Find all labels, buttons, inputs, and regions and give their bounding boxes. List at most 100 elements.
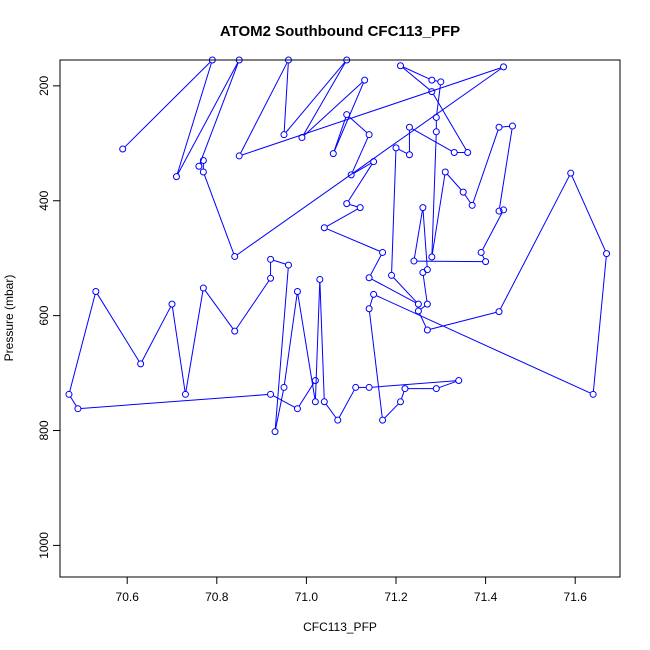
data-point bbox=[428, 253, 436, 261]
series-segment bbox=[171, 307, 186, 392]
series-points bbox=[65, 56, 611, 436]
data-point bbox=[356, 204, 364, 212]
series-segment bbox=[436, 84, 441, 115]
series-segment bbox=[283, 294, 298, 385]
data-point bbox=[361, 76, 369, 84]
data-point bbox=[199, 168, 207, 176]
series-segment bbox=[283, 62, 289, 132]
series-segment bbox=[571, 175, 606, 252]
data-point bbox=[137, 360, 145, 368]
data-point bbox=[414, 300, 422, 308]
data-point bbox=[419, 269, 427, 277]
series-segment bbox=[391, 150, 397, 273]
series-segment bbox=[481, 254, 485, 260]
data-point bbox=[428, 76, 436, 84]
series-segment bbox=[141, 306, 172, 362]
data-point bbox=[181, 390, 189, 398]
data-point bbox=[316, 275, 324, 283]
data-point bbox=[343, 200, 351, 208]
data-point bbox=[396, 398, 404, 406]
data-point bbox=[267, 274, 275, 282]
data-point bbox=[284, 261, 292, 269]
data-point bbox=[414, 307, 422, 315]
data-point bbox=[603, 250, 611, 258]
data-point bbox=[432, 128, 440, 136]
series-segment bbox=[70, 396, 77, 407]
series-segment bbox=[370, 254, 382, 276]
series-segment bbox=[422, 275, 428, 302]
data-point bbox=[455, 377, 463, 385]
series-segment bbox=[347, 163, 373, 202]
series-segment bbox=[240, 62, 288, 154]
data-point bbox=[199, 157, 207, 165]
series-segment bbox=[372, 380, 456, 388]
series-segment bbox=[203, 174, 235, 254]
series-segment bbox=[431, 174, 446, 255]
data-point bbox=[423, 326, 431, 334]
data-point bbox=[92, 288, 100, 296]
data-point bbox=[495, 308, 503, 316]
series-segment bbox=[400, 391, 405, 400]
series-segment bbox=[353, 162, 372, 174]
data-point bbox=[365, 131, 373, 139]
series-segment bbox=[464, 194, 471, 204]
y-tick-label: 1000 bbox=[37, 532, 51, 559]
series-segment bbox=[420, 305, 426, 310]
series-segment bbox=[446, 173, 462, 191]
series-segment bbox=[431, 134, 437, 255]
x-tick-label: 71.2 bbox=[384, 590, 408, 604]
x-axis: 70.6 70.8 71.0 71.2 71.4 71.6 bbox=[116, 577, 587, 604]
series-segment bbox=[349, 203, 358, 208]
data-point bbox=[320, 398, 328, 406]
y-tick-label: 200 bbox=[37, 76, 51, 96]
data-point bbox=[267, 255, 275, 263]
data-point bbox=[464, 148, 472, 156]
data-point bbox=[280, 383, 288, 391]
series-segment bbox=[236, 68, 502, 256]
data-point bbox=[271, 428, 279, 436]
data-point bbox=[168, 300, 176, 308]
y-axis: 200 400 600 800 1000 bbox=[37, 76, 60, 559]
y-tick-label: 800 bbox=[37, 420, 51, 440]
series-segment bbox=[185, 290, 204, 392]
data-point bbox=[293, 405, 301, 413]
data-point bbox=[334, 416, 342, 424]
data-point bbox=[405, 151, 413, 159]
series-segment bbox=[124, 61, 211, 148]
series-segment bbox=[204, 290, 234, 330]
series-segment bbox=[241, 67, 501, 156]
data-point bbox=[423, 300, 431, 308]
data-point bbox=[343, 111, 351, 119]
data-point bbox=[352, 383, 360, 391]
data-point bbox=[365, 383, 373, 391]
series-segment bbox=[303, 81, 363, 136]
data-point bbox=[320, 224, 328, 232]
series-segment bbox=[177, 62, 239, 175]
series-segment bbox=[499, 128, 513, 209]
x-axis-label: CFC113_PFP bbox=[303, 620, 377, 634]
data-point bbox=[405, 123, 413, 131]
series-segment bbox=[69, 294, 96, 392]
y-axis-label: Pressure (mbar) bbox=[2, 275, 16, 362]
series-segment bbox=[376, 295, 591, 394]
series-segment bbox=[499, 175, 570, 310]
series-segment bbox=[422, 210, 428, 267]
series-segment bbox=[325, 403, 337, 419]
data-point bbox=[459, 188, 467, 196]
series-segment bbox=[348, 116, 368, 134]
data-point bbox=[495, 123, 503, 131]
series-segment bbox=[314, 282, 321, 399]
data-point bbox=[311, 377, 319, 385]
series-segment bbox=[402, 66, 430, 80]
data-point bbox=[432, 385, 440, 393]
data-point bbox=[419, 204, 427, 212]
data-point bbox=[280, 131, 288, 139]
data-point bbox=[432, 113, 440, 121]
data-point bbox=[410, 257, 418, 265]
data-point bbox=[379, 248, 387, 256]
series-segment bbox=[432, 93, 467, 151]
series-segment bbox=[272, 395, 296, 408]
x-tick-label: 71.4 bbox=[474, 590, 498, 604]
data-point bbox=[365, 305, 373, 313]
